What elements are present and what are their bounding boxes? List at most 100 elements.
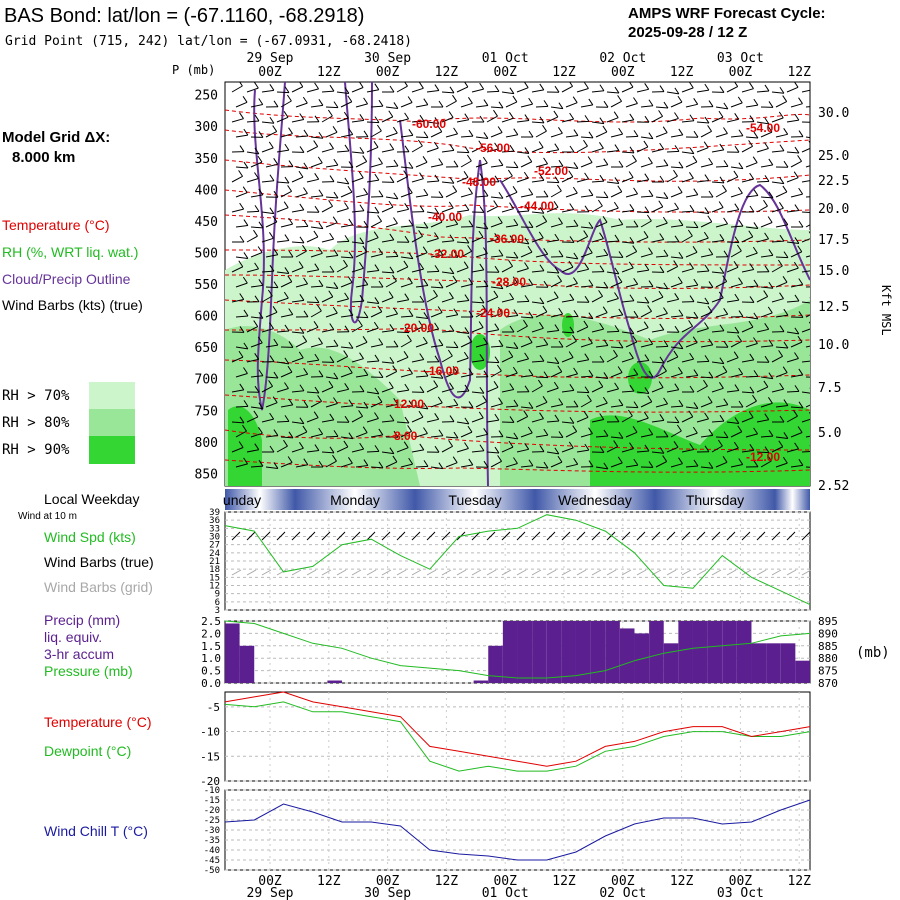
wind-barb bbox=[381, 291, 394, 303]
wind-barb bbox=[426, 141, 439, 153]
wind-barb bbox=[535, 124, 547, 138]
wind-barb bbox=[486, 413, 500, 423]
wind-barb bbox=[775, 160, 789, 168]
cross-section-panel: -60.00 -56.00 -54.00 -52.00 -48.00 -44.0… bbox=[224, 81, 832, 487]
wind-barb bbox=[291, 203, 305, 213]
wind-barb bbox=[625, 130, 639, 138]
wind-barb bbox=[430, 281, 444, 289]
wind-barb bbox=[490, 455, 503, 468]
grid-wind-barb bbox=[351, 569, 362, 576]
wind-barb bbox=[580, 98, 594, 108]
wind-barb bbox=[531, 174, 545, 183]
grid-wind-barb bbox=[756, 569, 767, 576]
grid-wind-barb bbox=[381, 569, 392, 576]
wind-barb bbox=[441, 234, 455, 243]
wind-barb bbox=[625, 245, 638, 258]
wind-barb bbox=[821, 217, 832, 227]
wind-barb bbox=[261, 207, 275, 215]
wind-barb bbox=[741, 140, 754, 153]
wind-barb bbox=[700, 305, 713, 318]
wind-barb bbox=[411, 353, 425, 363]
wind-barb bbox=[355, 220, 369, 228]
wind-barb bbox=[460, 458, 474, 468]
wind-barb bbox=[625, 278, 639, 288]
wind-barb bbox=[531, 297, 545, 305]
wind-barb bbox=[325, 158, 339, 168]
hour-tick-label: 12Z bbox=[552, 65, 576, 80]
wind-barb bbox=[370, 124, 382, 138]
wind-barb bbox=[591, 232, 604, 243]
precip-bar bbox=[663, 643, 679, 683]
wind-barb bbox=[471, 206, 485, 213]
wind-barb bbox=[325, 191, 339, 199]
wind-barb bbox=[355, 401, 369, 409]
wind-barb bbox=[400, 334, 412, 348]
wind-barb bbox=[370, 190, 384, 198]
wind-barb bbox=[441, 201, 454, 213]
grid-spacing-label: Model Grid ΔX: bbox=[2, 129, 110, 146]
surface-wind-barb bbox=[321, 531, 331, 541]
wind-barb bbox=[265, 100, 279, 108]
weekday-label: unday bbox=[223, 492, 261, 508]
wind-barb bbox=[250, 311, 264, 319]
wind-barb bbox=[610, 127, 624, 138]
wind-barb bbox=[441, 86, 455, 94]
wind-barb bbox=[771, 259, 783, 273]
wind-barb bbox=[456, 261, 469, 273]
wind-barb bbox=[521, 130, 534, 138]
wind-barb bbox=[460, 220, 474, 228]
date-tick-label: 02 Oct bbox=[599, 886, 646, 900]
wind-barb bbox=[340, 128, 354, 138]
wind-barb bbox=[276, 143, 290, 153]
wind-barb bbox=[576, 443, 590, 453]
wind-barb bbox=[700, 338, 714, 348]
wind-barb bbox=[790, 335, 803, 348]
contour-label: -60.00 bbox=[412, 117, 446, 131]
wind-barb bbox=[291, 236, 305, 244]
wind-barb bbox=[310, 189, 324, 198]
precip-bar bbox=[327, 680, 342, 683]
wind-barb bbox=[745, 460, 759, 468]
wind-barb bbox=[711, 324, 725, 333]
wind-barb bbox=[636, 411, 649, 423]
wind-barb bbox=[441, 267, 455, 275]
wind-barb bbox=[321, 84, 335, 93]
wind-barb bbox=[666, 416, 680, 424]
wind-barb bbox=[790, 278, 804, 288]
surface-wind-barb bbox=[801, 531, 811, 541]
wind-barb bbox=[310, 247, 323, 258]
wind-barb bbox=[486, 446, 500, 454]
wind-barb bbox=[396, 203, 410, 213]
precip-bar bbox=[736, 621, 752, 683]
grid-wind-barb bbox=[531, 569, 542, 576]
grid-wind-barb bbox=[366, 569, 377, 576]
wind-barb bbox=[655, 430, 669, 438]
wind-barb bbox=[265, 306, 278, 318]
wind-barb bbox=[771, 350, 784, 363]
wind-barb bbox=[666, 325, 680, 333]
wind-barb bbox=[805, 165, 810, 168]
wind-barb bbox=[295, 400, 309, 408]
wind-barb bbox=[621, 171, 634, 183]
wind-barb bbox=[460, 335, 473, 348]
wind-barb bbox=[471, 386, 485, 394]
wind-barb bbox=[340, 309, 354, 318]
precip-bar bbox=[766, 643, 781, 683]
wind-barb bbox=[756, 380, 769, 393]
wind-barb bbox=[786, 261, 799, 273]
wind-barb bbox=[685, 98, 699, 108]
wind-barb bbox=[535, 305, 548, 318]
hour-tick-label: 12Z bbox=[435, 874, 459, 889]
wind-barb bbox=[576, 230, 589, 243]
wind-barb bbox=[790, 97, 803, 108]
wind-barb bbox=[261, 84, 275, 93]
wind-barb bbox=[805, 466, 810, 468]
wind-barb bbox=[636, 231, 649, 243]
wind-barb bbox=[490, 216, 503, 228]
weekday-label: Monday bbox=[330, 492, 380, 508]
wind-barb bbox=[756, 175, 770, 183]
wind-barb bbox=[441, 349, 453, 363]
wind-barb bbox=[280, 217, 294, 228]
wind-barb bbox=[265, 371, 279, 379]
wind-barb bbox=[786, 442, 800, 453]
